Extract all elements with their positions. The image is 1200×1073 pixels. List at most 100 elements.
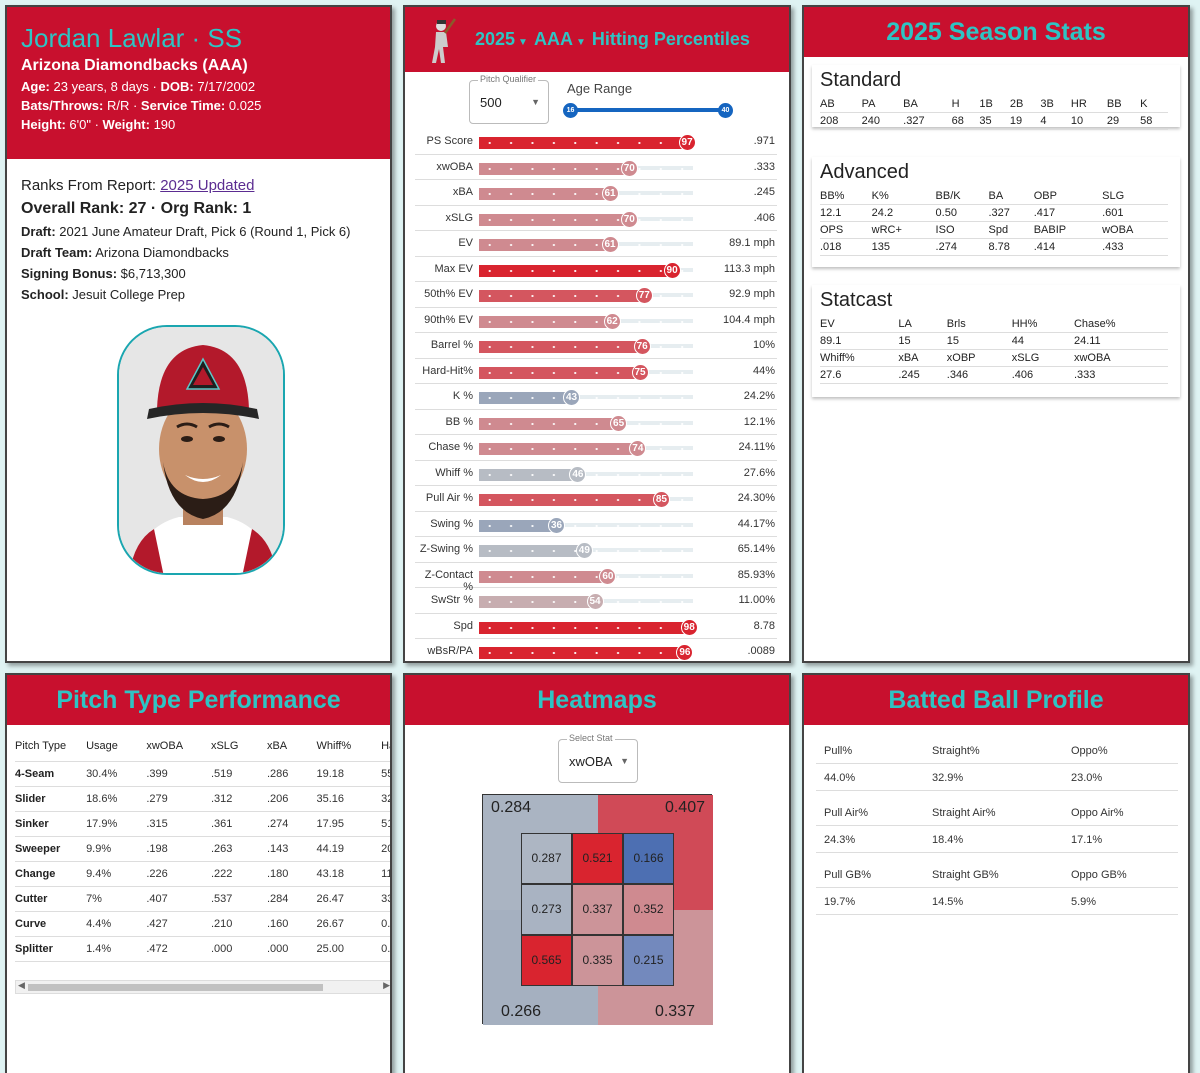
pitch-qualifier-select[interactable]: Pitch Qualifier 500 ▼ xyxy=(469,74,549,124)
pitch-table-wrapper[interactable]: Pitch TypeUsagexwOBAxSLGxBAWhiff%HardH4-… xyxy=(15,733,390,962)
player-bats-line: Bats/Throws: R/R · Service Time: 0.025 xyxy=(21,98,262,113)
rank-summary: Overall Rank: 27 · Org Rank: 1 xyxy=(21,200,252,217)
stat-cell: .327 xyxy=(988,204,1034,222)
strike-zone-heatmap: 0.284 0.407 0.266 0.337 0.287 0.521 0.166 0.273… xyxy=(482,794,713,1025)
age-max-handle[interactable]: 40 xyxy=(718,103,733,118)
stat-cell: 4 xyxy=(1040,112,1071,130)
advanced-title: Advanced xyxy=(820,161,909,183)
pitch-type-name: Slider xyxy=(15,786,87,812)
stat-cell: wOBA xyxy=(1102,221,1168,239)
percentile-stat-name: wBsR/PA xyxy=(427,645,473,657)
stat-cell: HH% xyxy=(1011,316,1074,333)
percentile-track: 90 xyxy=(479,261,693,279)
horizontal-scrollbar[interactable]: ◀ ▶ xyxy=(15,980,390,994)
player-body: Ranks From Report: 2025 Updated Overall … xyxy=(7,159,390,326)
signing-bonus-info: Signing Bonus: $6,713,300 xyxy=(21,266,186,281)
percentile-bubble: 70 xyxy=(620,210,638,228)
stat-cell: wRC+ xyxy=(871,221,936,239)
pitch-type-title: Pitch Type Performance xyxy=(7,675,390,725)
percentile-ticks xyxy=(479,652,693,654)
percentile-bubble: 54 xyxy=(586,593,604,610)
pitch-stat-cell: .263 xyxy=(210,836,267,862)
pitch-column-header[interactable]: Usage xyxy=(86,733,147,762)
pitch-stat-cell: 11.11 xyxy=(381,861,390,887)
percentile-bubble: 75 xyxy=(631,363,649,381)
percentile-row: EV 61 89.1 mph xyxy=(415,231,777,257)
caret-down-icon[interactable]: ▼ xyxy=(518,37,528,48)
heatmaps-card: Heatmaps Select Stat xwOBA ▼ 0.284 0.407 0… xyxy=(403,673,791,1073)
stat-cell: BB/K xyxy=(935,188,989,205)
pitch-column-header[interactable]: Pitch Type xyxy=(15,733,87,762)
percentile-track: 60 xyxy=(479,567,693,585)
percentiles-title: 2025 ▼ AAA ▼ Hitting Percentiles xyxy=(475,29,750,50)
pitch-column-header[interactable]: Whiff% xyxy=(316,733,382,762)
pitch-type-name: Sweeper xyxy=(15,836,87,862)
heatmap-inner-zone: 0.215 xyxy=(623,935,674,986)
batted-header-row: Pull% Straight% Oppo% xyxy=(816,737,1178,764)
pitch-stat-cell: .000 xyxy=(210,936,267,962)
percentile-row: Z-Contact % 60 85.93% xyxy=(415,563,777,593)
batted-header-row: Pull GB% Straight GB% Oppo GB% xyxy=(816,861,1178,888)
pitch-column-header[interactable]: xSLG xyxy=(210,733,267,762)
ranks-report-link[interactable]: 2025 Updated xyxy=(160,177,255,194)
select-stat-dropdown[interactable]: Select Stat xwOBA ▼ xyxy=(558,733,638,783)
year-dropdown[interactable]: 2025 xyxy=(475,29,516,49)
percentile-value: 92.9 mph xyxy=(729,288,775,300)
scroll-left-icon[interactable]: ◀ xyxy=(18,980,25,990)
pitch-column-header[interactable]: xwOBA xyxy=(146,733,211,762)
percentile-ticks xyxy=(479,524,693,527)
percentile-row: xSLG 70 .406 xyxy=(415,206,777,231)
caret-down-icon[interactable]: ▼ xyxy=(575,37,586,48)
scrollbar-thumb[interactable] xyxy=(28,984,323,991)
percentile-row: wBsR/PA 96 .0089 xyxy=(415,639,777,661)
percentile-row: Pull Air % 85 24.30% xyxy=(415,486,777,512)
stat-cell: 208 xyxy=(820,112,862,130)
percentile-ticks xyxy=(479,397,693,399)
percentile-value: .971 xyxy=(753,135,775,147)
stat-cell: 10 xyxy=(1070,112,1107,130)
pitch-stat-cell: .222 xyxy=(210,861,267,887)
percentile-track: 65 xyxy=(479,414,693,432)
age-min-handle[interactable]: 16 xyxy=(563,103,578,118)
percentile-track: 70 xyxy=(479,159,693,177)
batted-cell: Pull% xyxy=(824,745,853,757)
pitch-column-header[interactable]: xBA xyxy=(266,733,317,762)
percentile-stat-name: xSLG xyxy=(445,211,473,224)
percentile-track: 36 xyxy=(479,516,693,534)
pitch-stat-cell: .361 xyxy=(210,811,267,837)
statcast-table: EV LA Brls HH% Chase% 89.1 15 15 44 24.11 Whiff% xB… xyxy=(820,316,1168,384)
level-dropdown[interactable]: AAA xyxy=(533,29,573,49)
batted-cell: Straight GB% xyxy=(932,869,999,881)
percentile-ticks xyxy=(479,575,693,578)
batted-value-row: 24.3% 18.4% 17.1% xyxy=(816,826,1178,853)
pitch-column-header[interactable]: HardH xyxy=(381,733,390,762)
standard-title: Standard xyxy=(820,69,902,91)
percentile-value: 85.93% xyxy=(737,568,775,581)
stat-row: OPS wRC+ ISO Spd BABIP wOBA xyxy=(820,221,1168,239)
scroll-right-icon[interactable]: ▶ xyxy=(383,980,390,990)
pitch-stat-cell: .000 xyxy=(266,936,317,962)
advanced-table: BB% K% BB/K BA OBP SLG 12.1 24.2 0.50.327.417.60… xyxy=(820,188,1168,256)
percentile-bubble: 36 xyxy=(548,516,566,534)
stat-cell: 27.6 xyxy=(820,366,899,384)
stat-cell: 240 xyxy=(861,112,904,130)
percentile-bubble: 98 xyxy=(680,618,698,636)
pitch-type-name: Sinker xyxy=(15,811,87,837)
stat-cell: xSLG xyxy=(1011,349,1074,367)
percentile-ticks xyxy=(479,499,693,501)
percentile-value: 24.11% xyxy=(738,441,776,453)
heatmap-inner-zone: 0.287 xyxy=(521,833,572,884)
stat-cell: Spd xyxy=(988,221,1034,239)
pitch-stat-cell: 18.6% xyxy=(86,786,147,812)
age-range-track[interactable] xyxy=(570,108,725,112)
percentile-value: 8.78 xyxy=(753,619,775,632)
